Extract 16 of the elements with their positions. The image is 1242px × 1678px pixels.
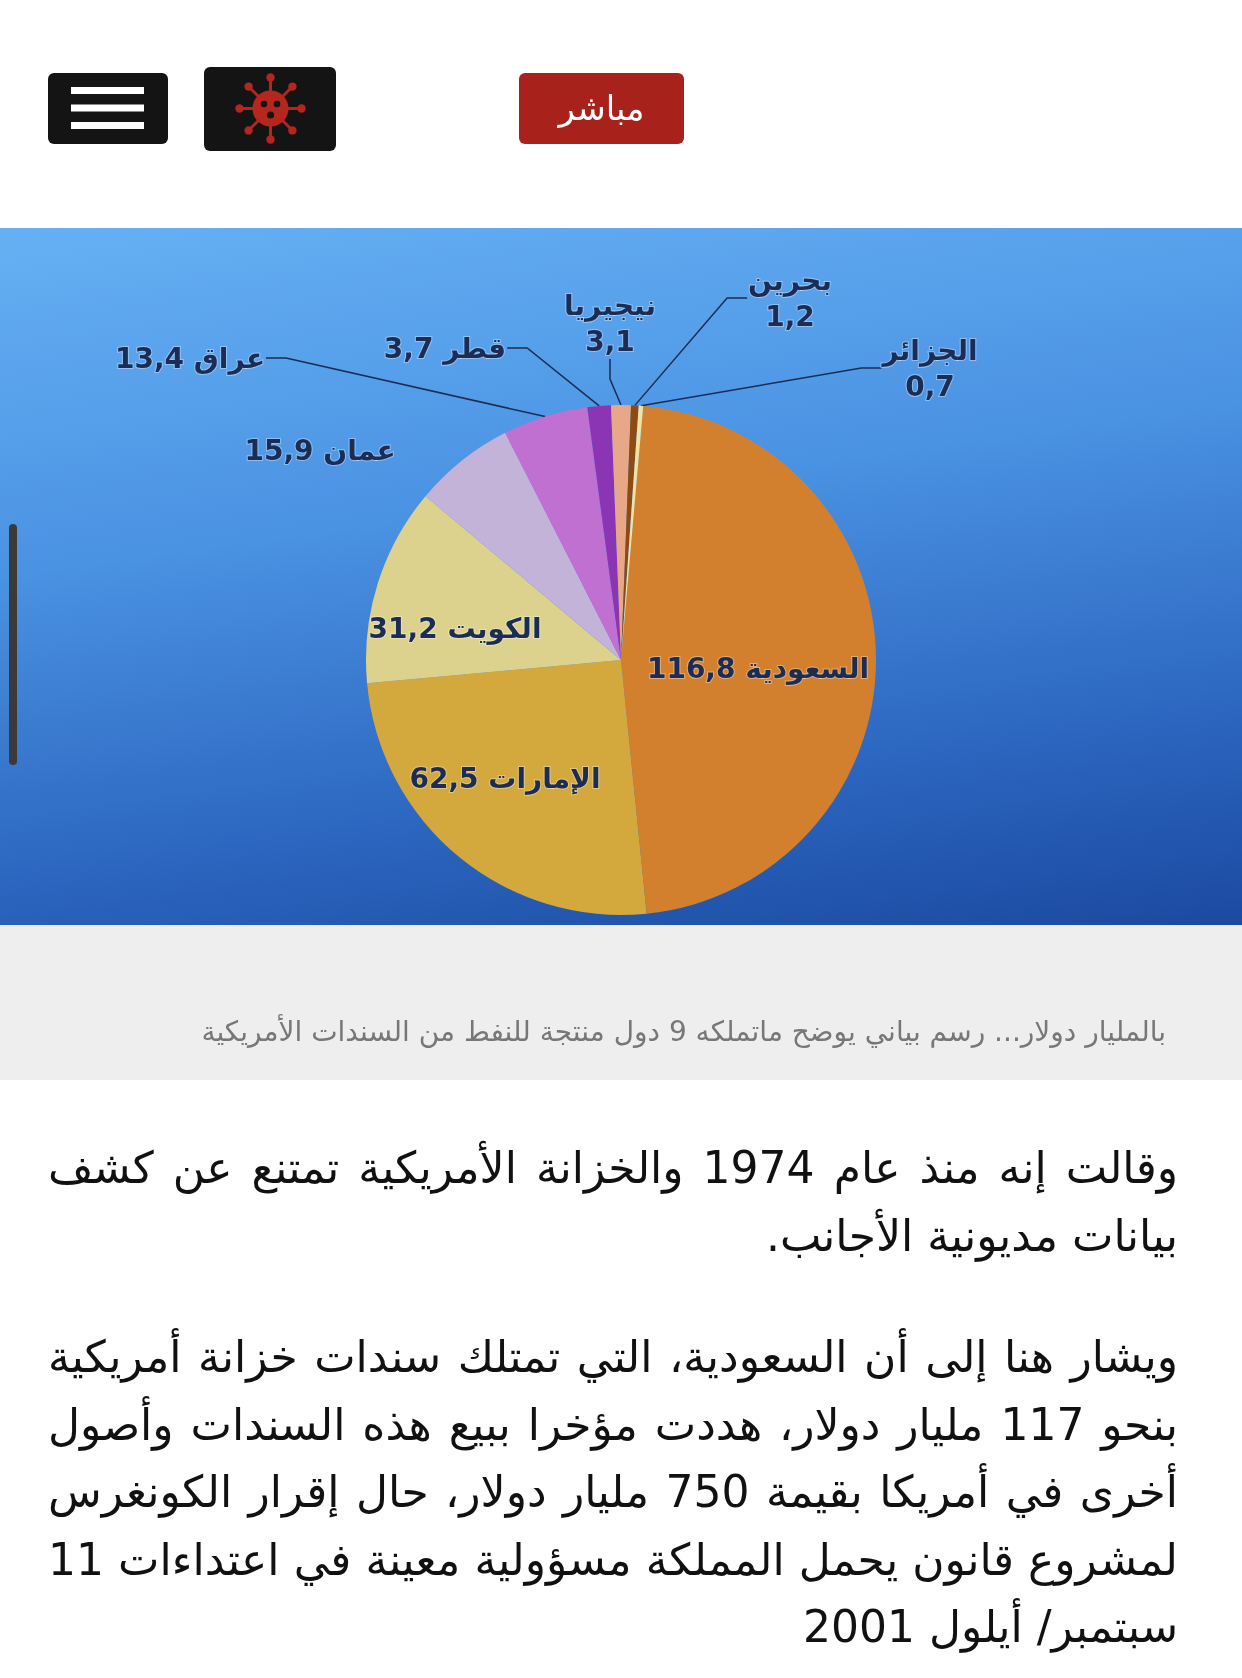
text: ويشار هنا إلى أن السعودية، التي تمتلك سندات خزانة أمريكية بنحو 117 مليار دولار، هددت مؤخرا ببيع هذه السندات وأصول أخرى في أمريكا بقيمة 750 مليار دولار، حال إقرار الكونغرس لمشروع قانون يحمل المملكة مسؤولية معينة في اعتداءات 11 سبتمبر/ أيلول 2001 [48,1327,1179,1655]
data-label: 0,7 [905,369,955,403]
slice-label: 15,9 عمان [244,433,396,467]
text: بالمليار دولار... رسم بياني يوضح ماتملكه 9 دول منتجة للنفط من السندات الأمريكية [201,1013,1166,1050]
live-button: مباشر [519,73,684,144]
slice-label: 62,5 الإمارات [409,761,601,795]
data-label: 3,1 [585,324,635,358]
slice-label: نيجيريا [564,288,656,322]
slice-label: الجزائر [880,333,978,367]
slice-label: بحرين [748,263,832,297]
slice-label: 13,4 عراق [114,341,266,375]
data-label: 1,2 [765,299,815,333]
slice-label: 116,8 السعودية [646,651,870,685]
slice-label: 3,7 قطر [383,331,507,365]
slice-label: 31,2 الكويت [368,611,542,645]
text: وقالت إنه منذ عام 1974 والخزانة الأمريكية تمتنع عن كشف بيانات مديونية الأجانب. [48,1139,1178,1264]
